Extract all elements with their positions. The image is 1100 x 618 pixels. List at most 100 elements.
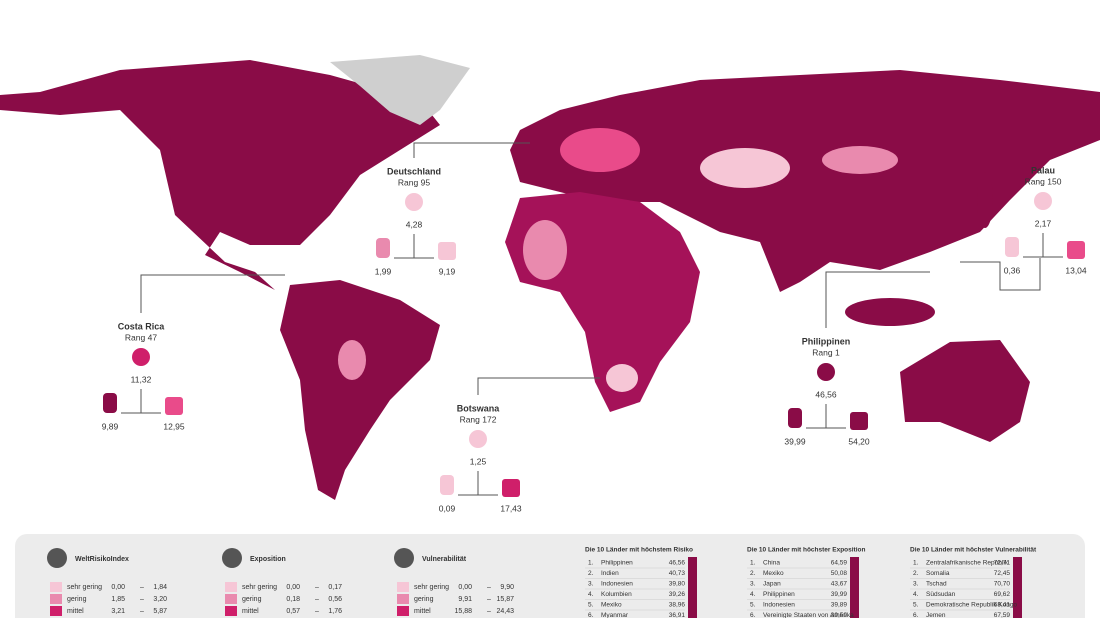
- exposure-icon: [376, 238, 390, 258]
- vulnerability-value: 12,95: [163, 421, 185, 431]
- country-rank: Rang 95: [398, 177, 430, 187]
- vulnerability-icon: [502, 479, 520, 497]
- top10-value: 64,59: [831, 560, 848, 567]
- top10-title: Die 10 Länder mit höchster Vulnerabilitä…: [910, 547, 1037, 554]
- africa-light: [523, 220, 567, 280]
- arrow: [458, 471, 498, 496]
- exposure-value: 9,89: [102, 421, 119, 431]
- legend-icon: [394, 548, 414, 568]
- top10-country: Somalia: [926, 570, 950, 577]
- top10-rank: 2.: [913, 570, 919, 577]
- vulnerability-icon: [850, 412, 868, 430]
- legend-class: mittel: [67, 608, 84, 615]
- southern-africa-light: [606, 364, 638, 392]
- top10-country: Indien: [601, 570, 619, 577]
- top10-value: 39,89: [831, 602, 848, 609]
- top10-rank: 2.: [588, 570, 594, 577]
- legend: WeltRisikoIndex sehr gering 0,00 – 1,84 gerin…: [47, 547, 1037, 618]
- country-rank: Rang 47: [125, 332, 157, 342]
- legend-from: 9,91: [458, 596, 472, 603]
- top10-country: China: [763, 560, 780, 567]
- index-icon: [1034, 192, 1052, 210]
- top10-value: 67,59: [994, 612, 1011, 618]
- top10-title: Die 10 Länder mit höchstem Risiko: [585, 547, 693, 554]
- country-rank: Rang 172: [460, 414, 497, 424]
- legend-to: 0,56: [328, 596, 342, 603]
- exposure-icon: [440, 475, 454, 495]
- legend-swatch: [50, 594, 62, 604]
- top10-rank: 1.: [588, 560, 594, 567]
- south-america: [280, 280, 440, 500]
- mongolia: [822, 146, 898, 174]
- top10-rank: 1.: [913, 560, 919, 567]
- top10-value: 38,96: [669, 602, 686, 609]
- top10-country: Indonesien: [601, 581, 633, 588]
- top10-value: 39,80: [669, 581, 686, 588]
- legend-icon: [222, 548, 242, 568]
- legend-to: 9,90: [500, 584, 514, 591]
- legend-to: 3,20: [153, 596, 167, 603]
- legend-dash: –: [315, 596, 319, 603]
- north-america: [0, 60, 440, 290]
- top10-rank: 3.: [750, 581, 756, 588]
- index-value: 4,28: [406, 219, 423, 229]
- exposure-icon: [788, 408, 802, 428]
- top10-country: Tschad: [926, 581, 947, 588]
- exposure-value: 1,99: [375, 266, 392, 276]
- legend-to: 24,43: [496, 608, 514, 615]
- legend-to: 0,17: [328, 584, 342, 591]
- top10-rank: 3.: [588, 581, 594, 588]
- south-america-light: [338, 340, 366, 380]
- arrow: [1023, 233, 1063, 258]
- legend-title: Vulnerabilität: [422, 556, 467, 563]
- country-name: Palau: [1031, 165, 1055, 175]
- legend-dash: –: [487, 584, 491, 591]
- top10-rank: 3.: [913, 581, 919, 588]
- top10-value: 69,62: [994, 591, 1011, 598]
- index-icon: [817, 363, 835, 381]
- top10-rank: 6.: [588, 612, 594, 618]
- top10-value: 43,67: [831, 581, 848, 588]
- index-value: 1,25: [470, 456, 487, 466]
- index-icon: [405, 193, 423, 211]
- leader-line: [140, 274, 285, 313]
- legend-title: WeltRisikoIndex: [75, 556, 129, 563]
- top10-value: 50,08: [831, 570, 848, 577]
- legend-from: 3,21: [111, 608, 125, 615]
- top10-rank: 6.: [750, 612, 756, 618]
- legend-dash: –: [487, 596, 491, 603]
- leader-line: [477, 377, 600, 395]
- top10-band: [1013, 557, 1022, 618]
- arrow: [121, 389, 161, 414]
- leader-line: [413, 142, 530, 158]
- exposure-value: 0,09: [439, 503, 456, 513]
- index-value: 46,56: [815, 389, 837, 399]
- legend-dash: –: [487, 608, 491, 615]
- legend-class: sehr gering: [67, 584, 102, 591]
- legend-dash: –: [315, 608, 319, 615]
- arrow: [394, 234, 434, 259]
- top10-rank: 5.: [913, 602, 919, 609]
- exposure-icon: [103, 393, 117, 413]
- legend-from: 0,00: [458, 584, 472, 591]
- legend-to: 15,87: [496, 596, 514, 603]
- top10-country: Vereinigte Staaten von Amerika: [763, 612, 854, 618]
- legend-from: 0,18: [286, 596, 300, 603]
- vulnerability-value: 54,20: [848, 436, 870, 446]
- top10-country: Mexiko: [601, 602, 622, 609]
- legend-to: 5,87: [153, 608, 167, 615]
- top10-country: Mexiko: [763, 570, 784, 577]
- vulnerability-icon: [438, 242, 456, 260]
- vulnerability-value: 9,19: [439, 266, 456, 276]
- top10-value: 36,91: [669, 612, 686, 618]
- legend-swatch: [397, 582, 409, 592]
- index-value: 11,32: [131, 374, 152, 384]
- top10-value: 72,45: [994, 570, 1011, 577]
- legend-swatch: [397, 594, 409, 604]
- legend-from: 1,85: [111, 596, 125, 603]
- top10-rank: 1.: [750, 560, 756, 567]
- top10-country: Kolumbien: [601, 591, 632, 598]
- legend-from: 0,57: [286, 608, 300, 615]
